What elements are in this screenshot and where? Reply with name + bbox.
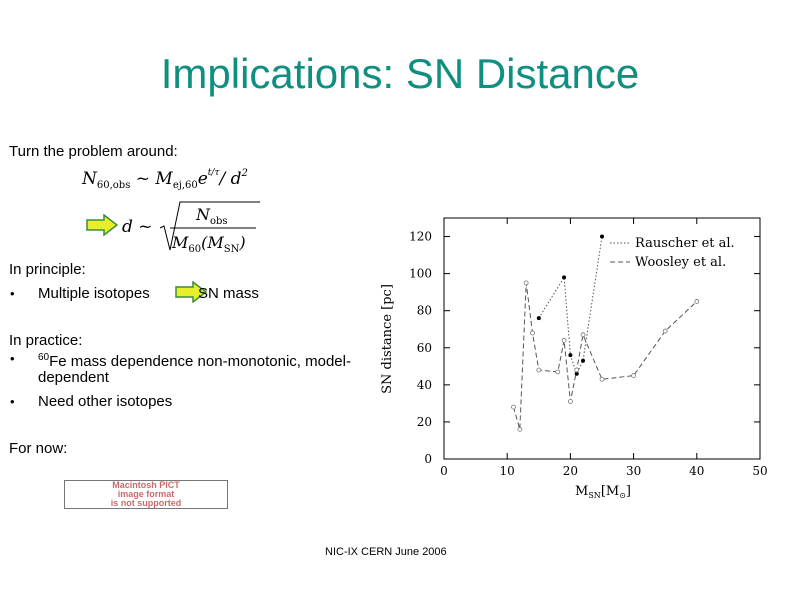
unsupported-image-placeholder: Macintosh PICT image format is not suppo… bbox=[64, 480, 228, 509]
bullet-icon: • bbox=[10, 394, 15, 409]
bullet-icon: • bbox=[10, 286, 15, 301]
placeholder-line: image format bbox=[117, 489, 175, 499]
y-tick-label: 0 bbox=[424, 452, 432, 466]
for-now-text: For now: bbox=[9, 440, 68, 457]
practice-item-1-text: Fe mass dependence non-monotonic, model- bbox=[49, 353, 351, 370]
data-point bbox=[561, 337, 567, 343]
principle-result: SN mass bbox=[198, 285, 259, 302]
principle-bullet: Multiple isotopes bbox=[38, 285, 150, 302]
data-point bbox=[574, 371, 579, 376]
data-point bbox=[511, 404, 516, 410]
practice-item-1-cont: dependent bbox=[38, 369, 109, 386]
practice-heading: In practice: bbox=[9, 332, 83, 349]
data-point bbox=[600, 234, 604, 239]
data-point bbox=[694, 299, 700, 304]
practice-item-2: Need other isotopes bbox=[38, 393, 173, 410]
y-tick-label: 40 bbox=[417, 378, 432, 392]
legend-entry: Rauscher et al. bbox=[635, 236, 735, 251]
placeholder-line: is not supported bbox=[110, 498, 182, 508]
principle-heading: In principle: bbox=[9, 261, 86, 278]
y-tick-label: 60 bbox=[417, 341, 432, 355]
arrow-icon bbox=[175, 281, 207, 303]
slide-title: Implications: SN Distance bbox=[160, 50, 640, 97]
isotope-mass-number: 60 bbox=[38, 352, 50, 363]
x-tick-label: 0 bbox=[440, 464, 448, 478]
legend-entry: Woosley et al. bbox=[635, 255, 726, 270]
data-point bbox=[631, 373, 637, 378]
placeholder-line: Macintosh PICT bbox=[112, 480, 180, 490]
series-line bbox=[513, 282, 698, 430]
data-point bbox=[562, 275, 567, 280]
y-tick-label: 20 bbox=[417, 415, 432, 429]
data-point bbox=[581, 358, 586, 363]
footer-text: NIC-IX CERN June 2006 bbox=[325, 546, 447, 558]
practice-item-1: 60Fe mass dependence non-monotonic, mode… bbox=[38, 352, 351, 370]
data-point bbox=[530, 330, 535, 336]
equation-flux: N60,obs ~ Mej,60et/τ/ d2 bbox=[81, 168, 248, 191]
x-tick-label: 40 bbox=[689, 464, 704, 478]
y-axis-label: SN distance [pc] bbox=[380, 284, 395, 394]
x-axis-label: MSN[M⊙] bbox=[575, 484, 631, 500]
svg-text:M60(MSN): M60(MSN) bbox=[171, 233, 246, 255]
bullet-icon: • bbox=[10, 351, 15, 366]
data-point bbox=[599, 376, 605, 382]
x-tick-label: 50 bbox=[752, 464, 767, 478]
data-point bbox=[536, 316, 541, 321]
y-tick-label: 120 bbox=[409, 230, 432, 244]
y-tick-label: 80 bbox=[417, 304, 432, 318]
data-point bbox=[574, 367, 580, 373]
y-tick-label: 100 bbox=[409, 267, 432, 281]
plot-frame bbox=[443, 217, 761, 460]
x-tick-label: 10 bbox=[500, 464, 515, 478]
equation-distance: d ~ Nobs M60(MSN) bbox=[122, 201, 260, 255]
data-point bbox=[580, 332, 586, 338]
data-point bbox=[662, 328, 668, 334]
x-tick-label: 30 bbox=[626, 464, 641, 478]
svg-text:d ~: d ~ bbox=[122, 217, 153, 237]
eq1-lhs: N60,obs ~ Mej,60et/τ/ d2 bbox=[81, 168, 248, 191]
sn-distance-chart: 0 10 20 30 40 50 0 20 40 60 80 100 120 Rauscher et a… bbox=[380, 217, 768, 500]
arrow-icon bbox=[86, 214, 118, 236]
x-tick-label: 20 bbox=[563, 464, 578, 478]
data-point bbox=[555, 369, 561, 375]
data-point bbox=[523, 280, 529, 286]
data-point bbox=[536, 367, 542, 373]
intro-text: Turn the problem around: bbox=[9, 143, 178, 160]
data-point bbox=[567, 399, 573, 404]
data-point bbox=[517, 426, 523, 432]
svg-text:Nobs: Nobs bbox=[195, 205, 228, 227]
series-line bbox=[538, 236, 603, 376]
data-point bbox=[568, 353, 573, 358]
